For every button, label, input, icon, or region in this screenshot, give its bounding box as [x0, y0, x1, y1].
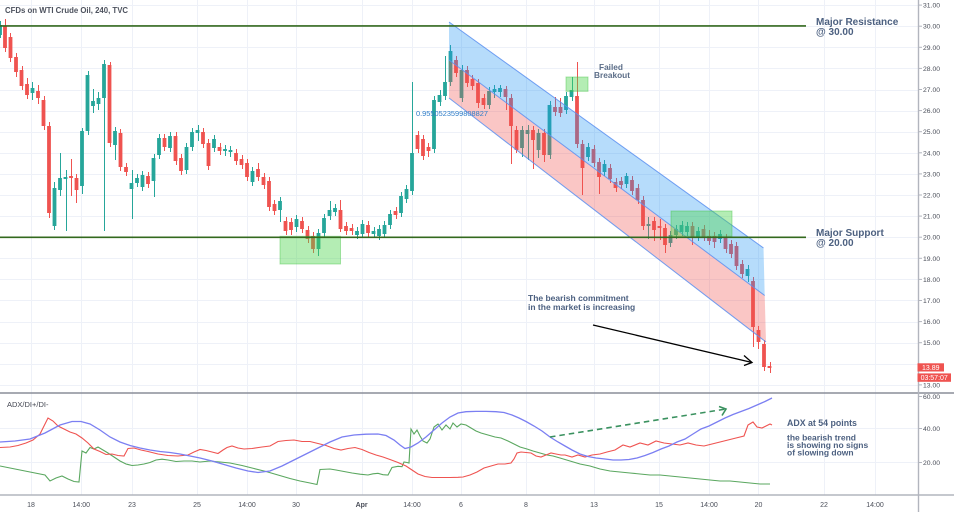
- svg-text:is showing no signs: is showing no signs: [787, 440, 869, 450]
- svg-text:8: 8: [524, 502, 528, 509]
- svg-text:60.00: 60.00: [923, 394, 940, 401]
- svg-text:19.00: 19.00: [923, 256, 940, 263]
- svg-text:13.89: 13.89: [922, 365, 940, 372]
- svg-text:20.00: 20.00: [923, 235, 940, 242]
- svg-text:13.00: 13.00: [923, 382, 940, 389]
- svg-text:15.00: 15.00: [923, 340, 940, 347]
- svg-text:29.00: 29.00: [923, 45, 940, 52]
- svg-text:30.00: 30.00: [923, 24, 940, 31]
- svg-text:0.9550523599808827: 0.9550523599808827: [416, 109, 488, 118]
- svg-text:23.00: 23.00: [923, 171, 940, 178]
- svg-text:The bearish commitment: The bearish commitment: [528, 293, 629, 303]
- svg-text:21.00: 21.00: [923, 214, 940, 221]
- svg-text:23: 23: [128, 502, 136, 509]
- svg-text:Breakout: Breakout: [594, 70, 630, 80]
- svg-text:18.00: 18.00: [923, 277, 940, 284]
- svg-text:ADX at 54 points: ADX at 54 points: [787, 418, 857, 428]
- svg-text:16.00: 16.00: [923, 319, 940, 326]
- svg-text:14:00: 14:00: [73, 502, 91, 509]
- svg-text:14:00: 14:00: [403, 502, 421, 509]
- svg-text:22: 22: [820, 502, 828, 509]
- svg-text:Apr: Apr: [356, 502, 368, 509]
- svg-text:26.00: 26.00: [923, 108, 940, 115]
- svg-text:20.00: 20.00: [923, 460, 940, 467]
- svg-text:20: 20: [755, 502, 763, 509]
- svg-text:CFDs on WTI Crude Oil, 240, TV: CFDs on WTI Crude Oil, 240, TVC: [5, 6, 128, 15]
- svg-text:Major Resistance: Major Resistance: [816, 17, 899, 28]
- svg-text:27.00: 27.00: [923, 87, 940, 94]
- svg-text:13: 13: [590, 502, 598, 509]
- svg-text:6: 6: [459, 502, 463, 509]
- svg-text:17.00: 17.00: [923, 298, 940, 305]
- svg-text:Major Support: Major Support: [816, 228, 884, 239]
- svg-text:14:00: 14:00: [238, 502, 256, 509]
- svg-text:40.00: 40.00: [923, 426, 940, 433]
- svg-text:18: 18: [27, 502, 35, 509]
- svg-text:ADX/DI+/DI-: ADX/DI+/DI-: [7, 400, 49, 409]
- svg-text:14:00: 14:00: [866, 502, 884, 509]
- svg-text:in the market is increasing: in the market is increasing: [528, 302, 635, 312]
- svg-text:22.00: 22.00: [923, 193, 940, 200]
- svg-text:30: 30: [292, 502, 300, 509]
- svg-text:the bearish trend: the bearish trend: [787, 433, 856, 443]
- svg-text:03:57:07: 03:57:07: [921, 375, 948, 382]
- svg-text:31.00: 31.00: [923, 3, 940, 10]
- svg-text:@ 20.00: @ 20.00: [816, 238, 854, 249]
- svg-text:14:00: 14:00: [700, 502, 718, 509]
- svg-text:Failed: Failed: [599, 62, 623, 72]
- svg-text:24.00: 24.00: [923, 150, 940, 157]
- svg-text:25.00: 25.00: [923, 129, 940, 136]
- svg-text:25: 25: [193, 502, 201, 509]
- svg-text:28.00: 28.00: [923, 66, 940, 73]
- svg-text:15: 15: [655, 502, 663, 509]
- svg-text:of slowing down: of slowing down: [787, 448, 854, 458]
- svg-text:@ 30.00: @ 30.00: [816, 27, 854, 38]
